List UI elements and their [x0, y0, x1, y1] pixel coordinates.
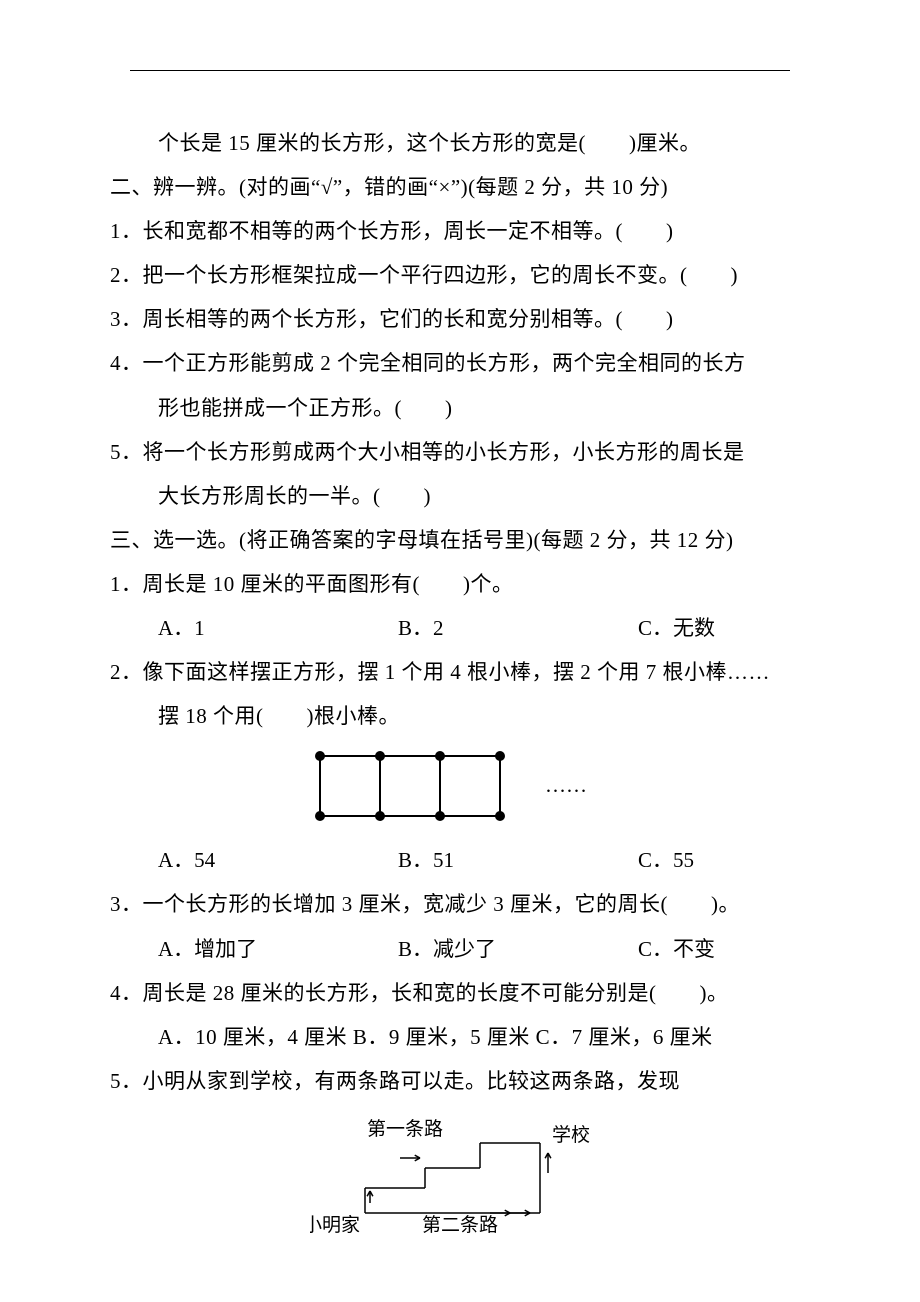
s3-q2-opt-a: A．54 [158, 838, 398, 882]
s3-q4-options: A．10 厘米，4 厘米 B．9 厘米，5 厘米 C．7 厘米，6 厘米 [110, 1015, 810, 1059]
s2-q1: 1．长和宽都不相等的两个长方形，周长一定不相等。( ) [110, 209, 810, 253]
document-page: 个长是 15 厘米的长方形，这个长方形的宽是( )厘米。 二、辨一辨。(对的画“… [0, 0, 920, 1283]
s3-q3-opt-b: B．减少了 [398, 927, 638, 971]
s3-q1-opt-c: C．无数 [638, 606, 810, 650]
s2-q5-line1: 5．将一个长方形剪成两个大小相等的小长方形，小长方形的周长是 [110, 430, 810, 474]
path-diagram: 第一条路 学校小明家 第二条路 [110, 1113, 810, 1233]
s3-q1-opt-a: A．1 [158, 606, 398, 650]
s3-q1-options: A．1 B．2 C．无数 [110, 606, 810, 650]
s3-q2-opt-c: C．55 [638, 838, 810, 882]
s3-q2-opt-b: B．51 [398, 838, 638, 882]
path-svg: 第一条路 学校小明家 第二条路 [310, 1113, 610, 1233]
s3-q1-opt-b: B．2 [398, 606, 638, 650]
s2-q3: 3．周长相等的两个长方形，它们的长和宽分别相等。( ) [110, 297, 810, 341]
s3-q2-line2: 摆 18 个用( )根小棒。 [110, 694, 810, 738]
s3-q2-options: A．54 B．51 C．55 [110, 838, 810, 882]
svg-text:第一条路: 第一条路 [367, 1118, 443, 1140]
squares-svg: …… [310, 748, 610, 828]
s2-q4-line1: 4．一个正方形能剪成 2 个完全相同的长方形，两个完全相同的长方 [110, 341, 810, 385]
s3-q1-text: 1．周长是 10 厘米的平面图形有( )个。 [110, 562, 810, 606]
svg-text:小明家: 小明家 [310, 1214, 360, 1233]
squares-diagram: …… [110, 748, 810, 828]
ellipsis-text: …… [545, 773, 587, 797]
s3-q3-opt-a: A．增加了 [158, 927, 398, 971]
s2-q4-line2: 形也能拼成一个正方形。( ) [110, 386, 810, 430]
s3-q4-text: 4．周长是 28 厘米的长方形，长和宽的长度不可能分别是( )。 [110, 971, 810, 1015]
header-rule [130, 70, 790, 71]
s2-q2: 2．把一个长方形框架拉成一个平行四边形，它的周长不变。( ) [110, 253, 810, 297]
section-3-title: 三、选一选。(将正确答案的字母填在括号里)(每题 2 分，共 12 分) [110, 518, 810, 562]
s3-q5-text: 5．小明从家到学校，有两条路可以走。比较这两条路，发现 [110, 1059, 810, 1103]
section-2-title: 二、辨一辨。(对的画“√”，错的画“×”)(每题 2 分，共 10 分) [110, 165, 810, 209]
s3-q3-text: 3．一个长方形的长增加 3 厘米，宽减少 3 厘米，它的周长( )。 [110, 882, 810, 926]
continuation-line: 个长是 15 厘米的长方形，这个长方形的宽是( )厘米。 [110, 121, 810, 165]
svg-text:学校: 学校 [552, 1124, 590, 1146]
s3-q2-line1: 2．像下面这样摆正方形，摆 1 个用 4 根小棒，摆 2 个用 7 根小棒…… [110, 650, 810, 694]
svg-text:第二条路: 第二条路 [422, 1214, 498, 1233]
s3-q3-opt-c: C．不变 [638, 927, 810, 971]
s2-q5-line2: 大长方形周长的一半。( ) [110, 474, 810, 518]
s3-q3-options: A．增加了 B．减少了 C．不变 [110, 927, 810, 971]
